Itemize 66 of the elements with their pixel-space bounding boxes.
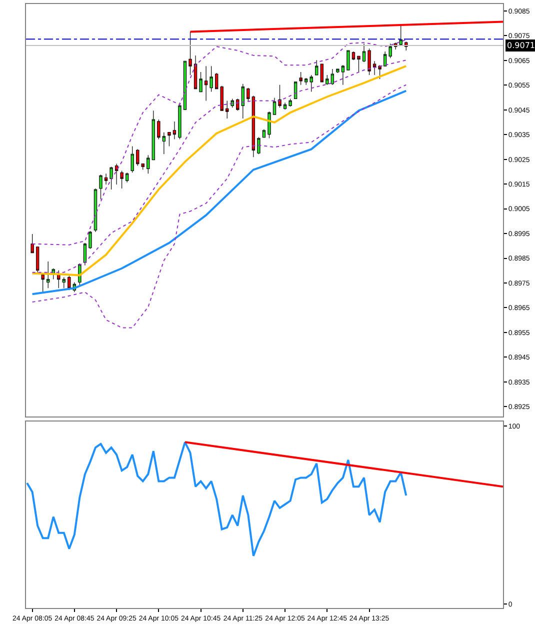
candlestick (278, 84, 282, 108)
candlestick (210, 66, 213, 92)
candlestick (83, 242, 87, 266)
ref-line-label: 0.9071 (507, 41, 535, 50)
candlestick (130, 146, 134, 173)
candlestick (183, 60, 187, 110)
candlestick (246, 88, 250, 102)
candlestick (352, 51, 356, 60)
candlestick (372, 60, 376, 76)
candlestick (126, 172, 129, 183)
candlestick (388, 43, 392, 58)
candlestick (62, 276, 66, 288)
candlestick (215, 72, 218, 90)
candlestick (36, 246, 40, 273)
candlestick (136, 148, 140, 166)
candlestick (283, 102, 287, 110)
candlestick (341, 64, 345, 86)
candlestick (330, 68, 334, 86)
candlestick (188, 31, 192, 76)
candlestick (99, 174, 102, 200)
candlestick (315, 60, 318, 76)
candlestick (57, 270, 60, 288)
candlestick (357, 56, 360, 72)
candlestick (226, 100, 229, 119)
candlestick (162, 132, 166, 154)
line-series (26, 441, 408, 557)
candlestick (346, 50, 350, 70)
candlestick (141, 163, 144, 170)
candlestick (368, 48, 371, 76)
candlestick (262, 129, 266, 138)
candlestick (146, 154, 150, 174)
candlestick (30, 234, 34, 254)
candlestick (310, 74, 313, 92)
candlestick (304, 78, 308, 86)
candlestick (252, 95, 256, 158)
candlestick (94, 188, 98, 232)
candlestick (152, 110, 155, 160)
candlestick (41, 274, 44, 292)
candlestick (199, 72, 202, 92)
candlestick (120, 170, 124, 189)
candlestick (236, 98, 240, 111)
candlestick (68, 276, 71, 290)
candlestick (104, 173, 108, 185)
candlestick (272, 97, 276, 115)
candlestick (194, 55, 198, 90)
candlestick (178, 102, 182, 140)
candlestick (157, 119, 160, 140)
candlestick (362, 43, 366, 62)
candlestick (288, 98, 292, 107)
candlestick (204, 66, 208, 101)
candlestick (241, 84, 244, 119)
candlestick (46, 261, 50, 288)
candlestick (220, 86, 224, 111)
candlestick (114, 163, 118, 185)
candlestick (326, 74, 329, 86)
candlestick (399, 24, 402, 46)
candlestick (268, 111, 271, 139)
candlestick (257, 137, 260, 154)
candlestick (88, 230, 92, 250)
candlestick (110, 166, 113, 190)
candlestick (172, 121, 176, 140)
candlestick (299, 72, 302, 86)
candlestick (383, 51, 387, 66)
candlestick (378, 64, 382, 80)
candlestick (320, 64, 324, 82)
candlestick (168, 132, 171, 147)
